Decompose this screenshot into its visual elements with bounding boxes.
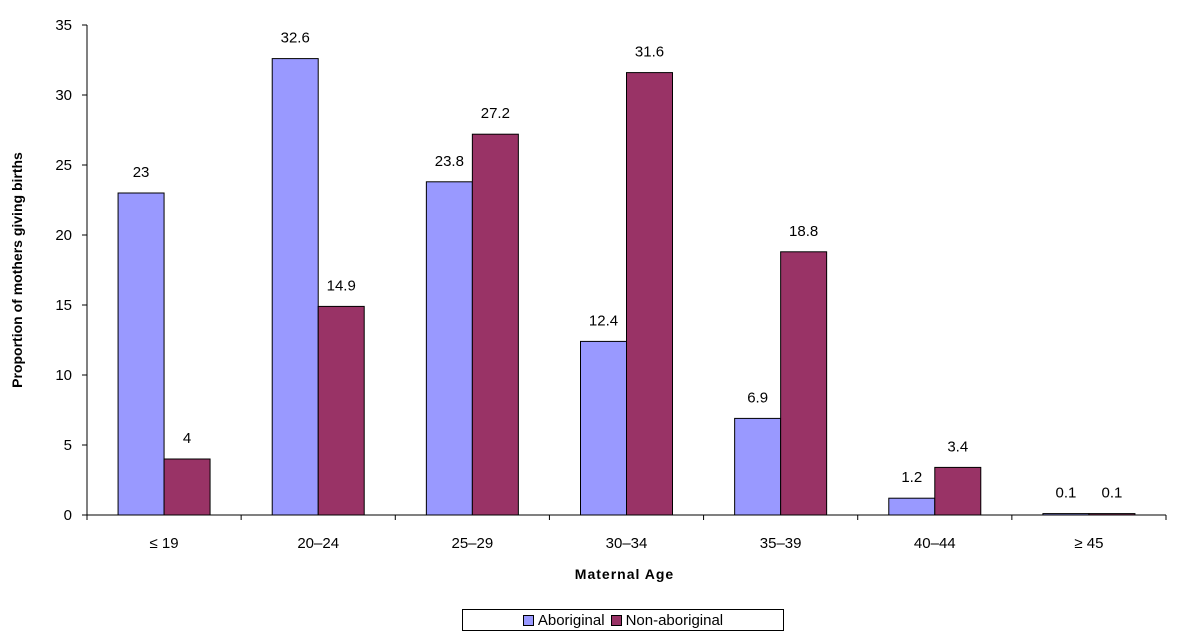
bar-non-aboriginal (626, 72, 673, 516)
bar-aboriginal (117, 192, 165, 516)
y-tick-label: 5 (64, 437, 72, 454)
y-tick-label: 25 (55, 157, 72, 174)
bar-aboriginal (271, 58, 319, 516)
bar-non-aboriginal (934, 466, 982, 516)
legend-label-aboriginal: Aboriginal (537, 611, 605, 629)
x-tick-label: 20–24 (297, 535, 339, 552)
data-label: 18.8 (789, 223, 818, 240)
x-axis-title: Maternal Age (575, 566, 674, 582)
x-tick-label: 40–44 (914, 535, 956, 552)
data-label: 4 (183, 430, 191, 447)
legend-item-non-aboriginal: Non-aboriginal (610, 611, 724, 629)
x-tick-label: ≤ 19 (150, 535, 179, 552)
legend-item-aboriginal: Aboriginal (522, 611, 605, 629)
legend-label-non-aboriginal: Non-aboriginal (625, 611, 724, 629)
bar-aboriginal (888, 497, 936, 516)
data-label: 23 (133, 164, 150, 181)
data-label: 1.2 (901, 469, 922, 486)
y-tick-label: 15 (55, 297, 72, 314)
data-label: 6.9 (747, 389, 768, 406)
bar-aboriginal (425, 181, 473, 516)
legend: Aboriginal Non-aboriginal (462, 609, 784, 631)
y-tick-label: 30 (55, 87, 72, 104)
y-tick-label: 0 (64, 507, 72, 524)
legend-swatch-non-aboriginal (610, 614, 622, 626)
y-axis-title: Proportion of mothers giving births (9, 152, 25, 388)
data-label: 3.4 (947, 438, 968, 455)
legend-swatch-aboriginal (522, 614, 534, 626)
data-label: 14.9 (327, 277, 356, 294)
data-label: 32.6 (281, 30, 310, 47)
data-label: 12.4 (589, 312, 618, 329)
x-tick-label: 25–29 (451, 535, 493, 552)
x-tick-label: ≥ 45 (1074, 535, 1103, 552)
bar-non-aboriginal (780, 251, 828, 516)
y-tick-label: 35 (55, 17, 72, 34)
bar-non-aboriginal (471, 133, 519, 516)
data-label: 0.1 (1101, 485, 1122, 502)
data-label: 23.8 (435, 153, 464, 170)
x-tick-label: 35–39 (760, 535, 802, 552)
y-tick-label: 10 (55, 367, 72, 384)
data-label: 0.1 (1055, 485, 1076, 502)
data-label: 31.6 (635, 44, 664, 61)
bar-aboriginal (580, 340, 627, 516)
data-label: 27.2 (481, 105, 510, 122)
bar-non-aboriginal (163, 458, 211, 516)
bar-aboriginal (734, 417, 782, 516)
y-tick-label: 20 (55, 227, 72, 244)
x-tick-label: 30–34 (606, 535, 648, 552)
bar-non-aboriginal (317, 305, 365, 516)
